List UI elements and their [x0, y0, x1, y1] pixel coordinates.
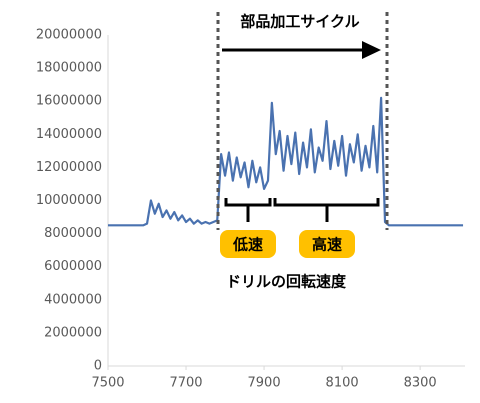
- y-tick-label: 16000000: [36, 94, 102, 109]
- bracket: [273, 198, 380, 222]
- annotation: ドリルの回転速度: [226, 273, 347, 291]
- x-tick-label: 7900: [248, 376, 281, 391]
- label-box: [220, 230, 276, 258]
- x-tick-label: 8100: [326, 376, 359, 391]
- label-box: [299, 230, 355, 258]
- bracket: [224, 198, 272, 222]
- annotation: 低速: [232, 236, 263, 254]
- x-tick-label: 8300: [404, 376, 437, 391]
- y-tick-label: 20000000: [36, 28, 102, 43]
- data-line: [108, 96, 464, 227]
- y-tick-label: 8000000: [44, 226, 102, 241]
- x-tick-label: 7700: [169, 376, 202, 391]
- y-tick-label: 6000000: [44, 259, 102, 274]
- y-tick-label: 2000000: [44, 325, 102, 340]
- y-tick-label: 4000000: [44, 292, 102, 307]
- y-tick-label: 0: [94, 359, 102, 374]
- y-tick-label: 14000000: [36, 127, 102, 142]
- x-tick-label: 7500: [91, 376, 124, 391]
- y-tick-label: 10000000: [36, 193, 102, 208]
- annotation: 部品加工サイクル: [240, 13, 359, 31]
- arrow-head: [362, 41, 381, 59]
- annotation: 高速: [312, 236, 342, 254]
- y-tick-label: 12000000: [36, 160, 102, 175]
- y-tick-label: 18000000: [36, 61, 102, 76]
